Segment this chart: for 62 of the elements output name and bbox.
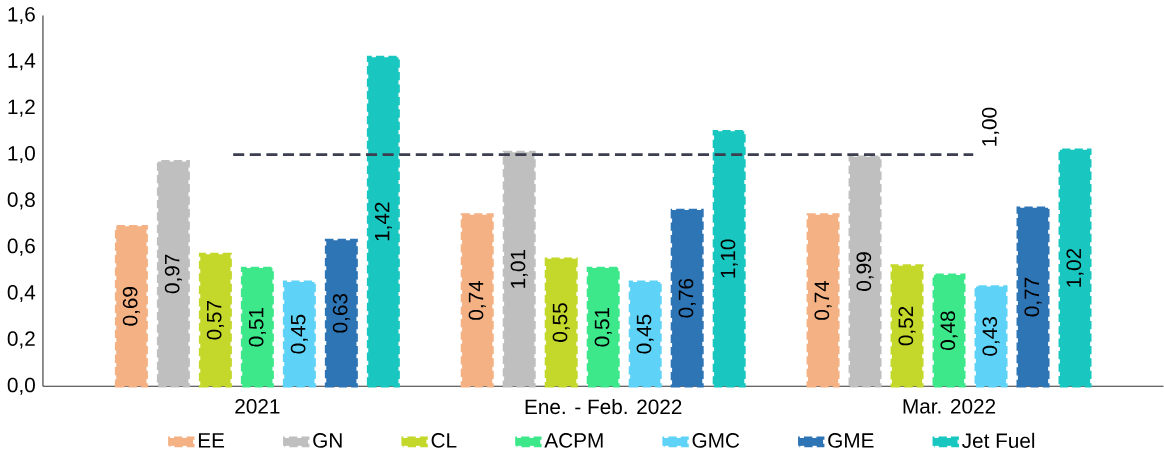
bar (460, 213, 494, 388)
y-tick-label: 0,4 (7, 284, 36, 302)
data-label: 0,57 (206, 300, 224, 340)
data-label: 0,45 (636, 314, 654, 354)
bar (932, 273, 966, 388)
data-label: 0,69 (122, 286, 140, 326)
data-label: 0,55 (552, 302, 570, 342)
data-label: 0,51 (594, 307, 612, 347)
bar (586, 266, 620, 388)
data-label: 0,77 (1024, 277, 1042, 317)
bar (670, 208, 704, 388)
y-tick-label: 0,2 (7, 331, 35, 349)
data-label: 0,43 (982, 316, 1000, 356)
bar (282, 280, 316, 388)
bar (114, 224, 148, 388)
legend-label: GMC (692, 432, 740, 448)
y-tick-label: 1,2 (8, 99, 35, 117)
legend-label: CL (431, 432, 457, 448)
legend-label: GME (828, 432, 874, 448)
bar (1016, 206, 1050, 388)
bar (628, 280, 662, 388)
y-tick-label: 1,4 (8, 53, 36, 71)
data-label: 0,97 (164, 254, 182, 293)
bar (974, 284, 1008, 388)
bar (502, 150, 536, 388)
x-tick-label: 2021 (235, 398, 280, 414)
bar (806, 213, 840, 388)
data-label: 1,10 (720, 239, 738, 278)
x-tick-label: Ene. - Feb. 2022 (525, 398, 682, 414)
data-label: 1,01 (510, 249, 528, 288)
bar (890, 264, 924, 388)
data-label: 0,45 (290, 314, 308, 354)
legend-label: GN (313, 432, 342, 448)
y-tick-label: 0,0 (7, 377, 35, 395)
data-label: 1,02 (1066, 248, 1084, 287)
bar (848, 155, 882, 388)
legend-label: ACPM (544, 432, 603, 448)
bar (1058, 148, 1092, 388)
data-label: 0,74 (468, 280, 486, 320)
data-label: 0,74 (814, 280, 832, 320)
legend-label: Jet Fuel (962, 432, 1035, 448)
bar (544, 257, 578, 388)
y-tick-label: 1,0 (8, 145, 35, 163)
x-tick-label: Mar. 2022 (903, 398, 996, 414)
ref-line-label: 1,00 (981, 107, 1000, 146)
y-tick-label: 0,6 (7, 238, 35, 256)
data-label: 0,51 (248, 307, 266, 347)
bar (156, 159, 190, 388)
legend-label: EE (198, 432, 225, 448)
data-label: 0,48 (940, 311, 958, 350)
data-label: 0,63 (332, 293, 350, 333)
data-label: 0,76 (678, 278, 696, 318)
bar (324, 238, 358, 388)
data-label: 1,42 (374, 202, 392, 241)
y-tick-label: 0,8 (7, 192, 35, 210)
data-label: 0,99 (856, 252, 874, 291)
y-tick-label: 1,6 (8, 6, 35, 24)
bar (366, 55, 400, 388)
bar (712, 129, 746, 388)
bar (240, 266, 274, 388)
data-label: 0,52 (898, 306, 916, 346)
bar (198, 252, 232, 388)
